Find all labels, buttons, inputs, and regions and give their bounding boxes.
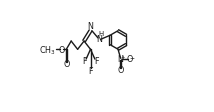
Text: N: N	[118, 55, 123, 64]
Text: +: +	[120, 55, 125, 60]
Text: O: O	[63, 59, 70, 68]
Text: O: O	[117, 66, 124, 75]
Text: O: O	[127, 55, 133, 64]
Text: F: F	[94, 56, 98, 65]
Text: N: N	[96, 35, 102, 44]
Text: CH$_3$: CH$_3$	[39, 44, 56, 56]
Text: F: F	[88, 66, 93, 75]
Text: F: F	[83, 56, 87, 65]
Text: H: H	[99, 31, 104, 37]
Text: −: −	[129, 55, 134, 60]
Text: O: O	[59, 45, 65, 54]
Text: N: N	[88, 21, 94, 30]
